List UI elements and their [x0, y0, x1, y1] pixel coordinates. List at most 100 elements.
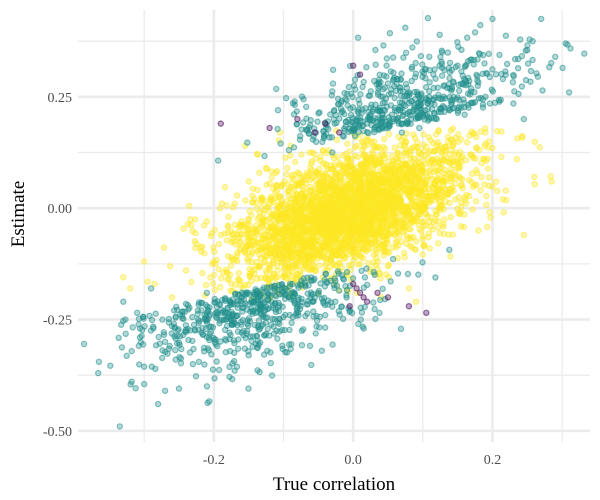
- data-point-series-3: [336, 129, 343, 136]
- data-point-series-2: [342, 122, 349, 130]
- data-point-series-2: [479, 104, 487, 111]
- data-point-series-1: [514, 135, 521, 142]
- data-point-series-2: [312, 330, 319, 337]
- data-point-series-2: [515, 90, 522, 98]
- data-point-series-2: [432, 75, 439, 82]
- data-point-series-2: [548, 59, 555, 67]
- data-point-series-1: [236, 222, 243, 230]
- data-point-series-2: [436, 31, 443, 39]
- data-point-series-2: [477, 21, 484, 29]
- y-tick-label: -0.50: [43, 425, 72, 440]
- data-point-series-1: [294, 196, 301, 203]
- data-point-series-1: [218, 275, 225, 282]
- data-point-series-2: [299, 119, 307, 126]
- y-axis-ticks: 0.25 0.00 -0.25 -0.50: [43, 91, 72, 440]
- data-point-series-1: [380, 135, 388, 143]
- data-point-series-1: [354, 212, 361, 219]
- data-point-series-1: [462, 156, 470, 164]
- data-point-series-2: [221, 297, 229, 304]
- data-point-series-2: [123, 352, 130, 359]
- data-point-series-2: [397, 84, 404, 91]
- data-point-series-1: [362, 248, 370, 255]
- data-point-series-2: [399, 108, 407, 116]
- data-point-series-2: [329, 80, 337, 87]
- data-point-series-1: [400, 224, 407, 232]
- data-point-series-1: [465, 176, 473, 184]
- data-point-series-2: [298, 342, 306, 349]
- data-point-series-2: [446, 246, 453, 253]
- data-point-series-1: [240, 231, 248, 238]
- data-point-series-1: [232, 241, 239, 248]
- data-point-series-2: [371, 271, 378, 278]
- data-point-series-2: [94, 369, 102, 377]
- data-point-series-2: [290, 144, 298, 151]
- data-point-series-1: [198, 243, 206, 250]
- data-point-series-1: [433, 211, 440, 218]
- data-point-series-2: [246, 333, 254, 340]
- data-point-series-1: [441, 170, 448, 177]
- data-point-series-1: [401, 253, 408, 261]
- data-point-series-2: [200, 344, 208, 351]
- data-point-series-2: [203, 309, 211, 317]
- data-point-series-2: [509, 78, 517, 86]
- data-point-series-1: [469, 206, 476, 213]
- data-point-series-2: [461, 111, 468, 118]
- data-point-series-1: [342, 223, 349, 230]
- data-point-series-1: [255, 246, 263, 253]
- data-point-series-2: [454, 109, 462, 117]
- data-point-series-1: [335, 259, 343, 266]
- data-point-series-1: [369, 150, 376, 158]
- data-point-series-1: [273, 232, 280, 239]
- data-point-series-1: [444, 133, 452, 141]
- data-point-series-2: [308, 361, 315, 369]
- data-point-series-1: [499, 196, 507, 203]
- data-point-series-2: [527, 67, 535, 75]
- data-point-series-2: [256, 306, 264, 313]
- data-point-series-2: [562, 40, 569, 47]
- data-point-series-1: [360, 196, 367, 203]
- data-point-series-1: [350, 252, 358, 260]
- data-point-series-1: [468, 170, 476, 177]
- data-point-series-2: [439, 49, 446, 56]
- data-point-series-2: [426, 88, 433, 95]
- data-point-series-3: [374, 289, 381, 296]
- data-point-series-1: [282, 154, 289, 161]
- data-point-series-2: [279, 303, 286, 310]
- data-point-series-1: [484, 223, 491, 230]
- data-point-series-1: [426, 167, 433, 174]
- data-point-series-3: [346, 303, 353, 310]
- data-point-series-2: [411, 106, 419, 113]
- data-point-series-1: [402, 211, 410, 218]
- data-point-series-1: [221, 183, 229, 191]
- data-point-series-2: [259, 300, 266, 308]
- data-point-series-2: [329, 341, 336, 348]
- data-point-series-2: [255, 322, 262, 329]
- data-point-series-2: [343, 291, 350, 299]
- data-point-series-1: [323, 260, 330, 267]
- data-point-series-2: [526, 36, 533, 43]
- data-point-series-2: [475, 50, 483, 57]
- data-point-series-1: [342, 214, 350, 221]
- data-point-series-2: [356, 100, 363, 108]
- data-point-series-2: [235, 336, 242, 343]
- data-point-series-1: [442, 198, 449, 205]
- data-point-series-1: [242, 197, 249, 204]
- data-point-series-2: [492, 71, 500, 78]
- data-point-series-1: [423, 143, 430, 150]
- data-point-series-2: [383, 55, 390, 62]
- data-point-series-1: [298, 151, 305, 158]
- data-point-series-1: [266, 237, 274, 244]
- data-point-series-1: [456, 165, 463, 172]
- data-point-series-1: [325, 250, 332, 258]
- data-point-series-2: [475, 79, 482, 86]
- data-point-series-2: [329, 66, 337, 74]
- data-point-series-1: [388, 162, 395, 169]
- data-point-series-3: [266, 124, 273, 132]
- data-point-series-2: [489, 15, 496, 23]
- data-point-series-1: [307, 211, 314, 219]
- data-point-series-1: [349, 171, 356, 178]
- data-point-series-2: [331, 106, 338, 114]
- data-point-series-1: [341, 204, 349, 212]
- data-point-series-2: [524, 46, 531, 54]
- data-point-series-2: [408, 97, 415, 105]
